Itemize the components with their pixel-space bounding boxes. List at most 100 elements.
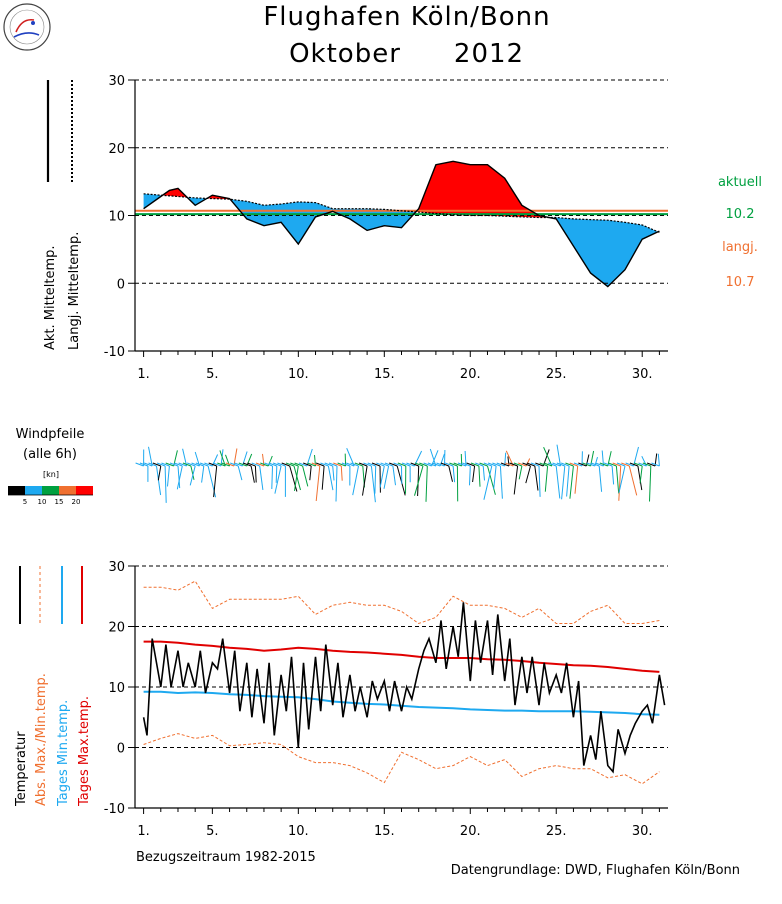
- wind-barb: [303, 466, 308, 486]
- wind-barb: [562, 466, 565, 499]
- top-ytick-label: 10: [108, 210, 125, 225]
- bottom-xtick-label: 15.: [374, 824, 395, 839]
- wind-barb: [473, 466, 475, 482]
- wind-barb: [168, 466, 170, 486]
- top-xtick-label: 1.: [137, 367, 149, 382]
- wind-barb: [539, 466, 540, 497]
- wind-barb: [570, 466, 574, 499]
- title-year: 2012: [454, 39, 524, 69]
- bottom-legend: Temperatur Abs. Max./Min.temp. Tages Min…: [14, 566, 92, 807]
- wind-barb: [616, 466, 618, 493]
- wind-barb: [251, 466, 254, 483]
- wind-barb: [290, 466, 297, 492]
- wind-barb: [567, 466, 570, 497]
- bottom-ytick-label: 0: [117, 742, 125, 757]
- wind-scale-label: 10: [38, 498, 47, 506]
- wind-barb: [393, 466, 396, 485]
- wind-barb: [494, 466, 496, 489]
- top-xtick-label: 10.: [288, 367, 309, 382]
- wind-barb: [449, 466, 453, 482]
- wind-scale-swatch: [59, 486, 76, 495]
- wind-barb: [165, 466, 166, 503]
- aktuell-value: 10.2: [726, 207, 755, 222]
- legend-temperature-label: Temperatur: [14, 731, 29, 807]
- wind-barb: [380, 466, 384, 488]
- wind-barb: [619, 466, 621, 501]
- bottom-gridlines: [135, 566, 668, 748]
- langj-label: langj.: [722, 240, 758, 255]
- title-month: Oktober: [289, 39, 401, 69]
- wind-barb: [238, 466, 242, 480]
- wind-barb: [333, 466, 334, 480]
- wind-subtitle: (alle 6h): [23, 447, 77, 462]
- top-legend: Akt. Mitteltemp. Langj. Mitteltemp.: [43, 80, 82, 350]
- bottom-xtick-label: 1.: [137, 824, 149, 839]
- data-source: Datengrundlage: DWD, Flughafen Köln/Bonn: [451, 863, 740, 878]
- bottom-xtick-label: 10.: [288, 824, 309, 839]
- bottom-xtick-label: 25.: [546, 824, 567, 839]
- wind-barb: [375, 466, 376, 494]
- wind-barb: [310, 466, 311, 480]
- wind-barb: [484, 466, 492, 500]
- aktuell-label: aktuell: [718, 175, 762, 190]
- wind-barb: [202, 466, 204, 483]
- wind-barb: [483, 466, 484, 480]
- legend-longterm-label: Langj. Mitteltemp.: [67, 232, 82, 350]
- langj-value: 10.7: [726, 275, 755, 290]
- top-xtick-label: 20.: [460, 367, 481, 382]
- legend-abs-label: Abs. Max./Min.temp.: [34, 673, 49, 806]
- wind-barb: [575, 466, 578, 494]
- top-xtick-label: 5.: [206, 367, 218, 382]
- wind-barb: [322, 466, 324, 490]
- top-ytick-label: 30: [108, 74, 125, 89]
- wind-barb: [640, 466, 642, 483]
- wind-barb: [158, 466, 161, 480]
- wind-scale-swatch: [42, 486, 59, 495]
- cold-anomaly-area: [549, 218, 658, 287]
- reference-period: Bezugszeitraum 1982-2015: [136, 850, 316, 865]
- wind-barb: [519, 466, 522, 479]
- wind-barb: [426, 466, 427, 502]
- wind-barb: [612, 466, 614, 484]
- bottom-xtick-label: 30.: [632, 824, 653, 839]
- wind-scale-label: 15: [55, 498, 64, 506]
- wind-barb: [272, 466, 273, 489]
- abs-max-series: [144, 581, 660, 623]
- wind-barb: [470, 466, 471, 485]
- wind-barb: [514, 466, 517, 494]
- wind-barb: [255, 466, 256, 483]
- cold-anomaly-area: [230, 199, 416, 244]
- wind-barb: [260, 466, 263, 490]
- wind-barb: [545, 466, 547, 492]
- bottom-series-lines: [144, 581, 665, 784]
- top-xtick-label: 30.: [632, 367, 653, 382]
- wind-barb: [500, 466, 502, 499]
- bottom-xtick-label: 20.: [460, 824, 481, 839]
- top-xtick-label: 25.: [546, 367, 567, 382]
- wind-title: Windpfeile: [16, 427, 85, 442]
- wind-scale-swatch: [8, 486, 25, 495]
- wind-barb: [328, 466, 333, 490]
- wind-barb: [336, 466, 337, 502]
- wind-scale-label: 20: [72, 498, 81, 506]
- wind-barb: [316, 466, 320, 501]
- wind-scale-swatch: [25, 486, 42, 495]
- top-ytick-label: 0: [117, 277, 125, 292]
- wind-barb: [535, 466, 538, 491]
- top-ytick-label: -10: [104, 345, 125, 360]
- top-ytick-label: 20: [108, 142, 125, 157]
- page-title: Flughafen Köln/Bonn: [263, 2, 550, 32]
- bottom-ytick-label: 20: [108, 621, 125, 636]
- wind-barb: [214, 466, 217, 497]
- bottom-xtick-label: 5.: [206, 824, 218, 839]
- bottom-ytick-label: 30: [108, 560, 125, 575]
- wind-scale-label: 5: [23, 498, 27, 506]
- wind-barb: [276, 466, 277, 483]
- anomaly-fills: [144, 161, 660, 286]
- bottom-ytick-label: 10: [108, 681, 125, 696]
- wind-barb: [650, 466, 651, 502]
- wind-barb: [353, 466, 359, 495]
